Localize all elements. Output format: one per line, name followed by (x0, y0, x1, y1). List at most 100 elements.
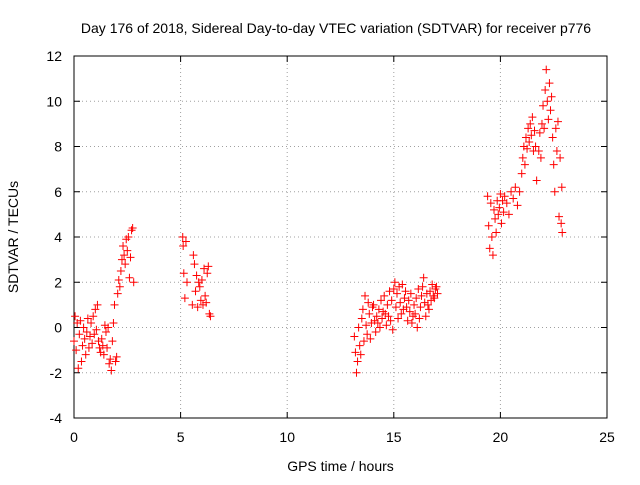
data-point (388, 325, 397, 334)
data-point (75, 330, 84, 339)
data-point (543, 97, 552, 106)
data-point (359, 337, 368, 346)
data-point (87, 318, 96, 327)
data-point (384, 312, 393, 321)
data-point (129, 278, 138, 287)
data-point (513, 201, 522, 210)
data-point (356, 350, 365, 359)
data-point (126, 253, 135, 262)
data-point (387, 296, 396, 305)
data-point (498, 196, 507, 205)
data-point (521, 133, 530, 142)
data-point (375, 323, 384, 332)
data-point (85, 332, 94, 341)
data-point (204, 262, 213, 271)
data-point (430, 294, 439, 303)
data-point (123, 246, 132, 255)
data-point (525, 137, 534, 146)
data-point (504, 210, 513, 219)
data-point (71, 312, 80, 321)
data-point (107, 366, 116, 375)
data-point (555, 212, 564, 221)
data-point (394, 314, 403, 323)
y-tick-label: 8 (54, 139, 62, 155)
data-point (377, 296, 386, 305)
data-point (551, 124, 560, 133)
data-point (180, 294, 189, 303)
data-point (98, 341, 107, 350)
data-point (412, 294, 421, 303)
x-tick-label: 5 (177, 429, 185, 445)
data-point (70, 337, 78, 346)
data-point (536, 153, 545, 162)
data-point (403, 316, 412, 325)
data-point (357, 314, 366, 323)
data-point (76, 316, 85, 325)
data-point (364, 298, 373, 307)
data-point (401, 287, 410, 296)
data-point (108, 337, 117, 346)
data-point (354, 323, 363, 332)
data-point (421, 312, 430, 321)
data-point (385, 287, 394, 296)
data-point (386, 316, 395, 325)
data-point (352, 368, 361, 377)
data-point (89, 312, 98, 321)
data-point (91, 305, 100, 314)
data-point (484, 221, 493, 230)
data-point (190, 260, 199, 269)
data-point (389, 285, 398, 294)
data-point (121, 260, 130, 269)
x-tick-label: 20 (493, 429, 509, 445)
data-point (358, 305, 367, 314)
data-point (552, 147, 561, 156)
data-point (371, 328, 380, 337)
data-point (531, 142, 540, 151)
data-point (391, 303, 400, 312)
data-point (396, 298, 405, 307)
data-point (355, 341, 364, 350)
data-point (105, 359, 114, 368)
data-points (70, 65, 567, 377)
x-tick-label: 15 (386, 429, 402, 445)
data-point (106, 355, 115, 364)
data-point (542, 65, 551, 74)
data-point (558, 228, 567, 237)
data-point (88, 339, 97, 348)
data-point (492, 228, 501, 237)
data-point (491, 214, 500, 223)
data-point (93, 300, 102, 309)
data-point (103, 343, 112, 352)
data-point (114, 275, 123, 284)
plot-frame (73, 55, 608, 419)
data-point (72, 346, 81, 355)
data-point (182, 278, 191, 287)
data-point (535, 128, 544, 137)
data-point (398, 280, 407, 289)
data-point (193, 303, 202, 312)
data-point (490, 205, 499, 214)
data-point (197, 275, 206, 284)
data-point (113, 289, 122, 298)
data-point (363, 330, 372, 339)
data-point (101, 328, 110, 337)
data-point (179, 242, 188, 251)
y-tick-label: 4 (54, 229, 62, 245)
data-point (407, 318, 416, 327)
data-point (502, 199, 511, 208)
data-point (117, 255, 126, 264)
data-point (112, 352, 121, 361)
data-point (540, 124, 549, 133)
data-point (497, 219, 506, 228)
data-point (511, 183, 520, 192)
data-point (81, 350, 90, 359)
data-point (544, 115, 553, 124)
y-tick-label: 2 (54, 274, 62, 290)
data-point (402, 303, 411, 312)
data-point (196, 296, 205, 305)
data-point (500, 192, 509, 201)
data-point (178, 233, 187, 241)
data-point (128, 223, 137, 232)
data-point (487, 233, 496, 241)
